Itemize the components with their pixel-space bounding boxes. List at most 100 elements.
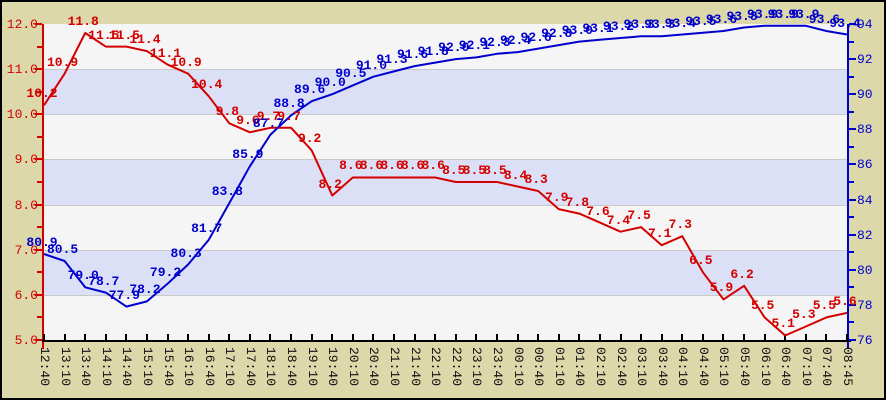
y-axis-right-label: 76 (857, 333, 873, 348)
red-series-point-label: 7.9 (545, 190, 569, 206)
y-axis-left-tick (35, 203, 42, 206)
blue-series-point-label: 93.4 (829, 15, 861, 31)
blue-series-point-label: 93.3 (623, 17, 655, 33)
x-axis-tick (701, 334, 704, 340)
red-series-point-label: 11.4 (129, 32, 161, 48)
gridline (44, 204, 847, 206)
blue-series-point-label: 93.6 (808, 12, 841, 28)
red-series-point-label: 7.4 (606, 212, 631, 228)
y-axis-right-line (847, 24, 849, 349)
blue-series-point-label: 93.3 (644, 17, 676, 33)
blue-series-point-label: 91.3 (376, 52, 408, 68)
y-axis-right-tick (849, 145, 854, 148)
blue-series-point-label: 93.2 (602, 19, 635, 35)
red-series-point-label: 5.9 (709, 280, 734, 296)
x-axis-tick (598, 334, 601, 340)
y-axis-right-label: 92 (857, 52, 873, 68)
red-series-point-label: 9.2 (297, 131, 322, 147)
red-series-point-label: 10.2 (26, 86, 58, 102)
x-axis-tick (640, 334, 643, 340)
y-axis-right-tick (849, 216, 854, 219)
red-series-point-label: 8.6 (400, 158, 425, 174)
x-axis-tick (393, 334, 396, 340)
y-axis-right-tick (849, 339, 856, 341)
red-series-point-label: 5.3 (792, 307, 816, 323)
y-axis-right-tick (849, 110, 854, 113)
y-axis-right-tick (849, 93, 856, 96)
blue-series-point-label: 90.5 (335, 66, 367, 82)
red-series-point-label: 8.5 (442, 163, 466, 178)
red-series-point-label: 11.8 (67, 14, 99, 30)
blue-series-point-label: 90.0 (314, 75, 346, 91)
plot-band (44, 114, 847, 160)
blue-series-point-label: 78.2 (129, 282, 161, 298)
red-series-point-label: 8.6 (421, 158, 445, 174)
y-axis-right-label: 82 (857, 227, 873, 243)
y-axis-right-tick (849, 251, 854, 254)
y-axis-left-tick (35, 339, 42, 341)
y-axis-right-label: 80 (857, 262, 873, 278)
x-axis-tick (310, 334, 313, 340)
y-axis-left-tick (37, 316, 42, 319)
blue-series-point-label: 93.9 (767, 6, 799, 22)
red-series-point-label: 9.7 (256, 108, 281, 124)
x-axis-tick (104, 334, 107, 340)
x-axis-tick (207, 334, 210, 340)
y-axis-right-tick (849, 268, 856, 271)
red-series-point-label: 10.4 (191, 77, 223, 93)
x-axis-tick (269, 334, 272, 340)
red-series-point-label: 5.5 (750, 298, 775, 314)
plot-band (44, 204, 847, 250)
blue-series-point-label: 93.5 (685, 13, 717, 29)
y-axis-left-tick (35, 248, 42, 251)
x-axis-tick (743, 334, 746, 340)
blue-series-point-label: 92.8 (541, 26, 573, 42)
blue-series-point-label: 79.0 (67, 268, 99, 284)
y-axis-right-label: 90 (857, 87, 873, 103)
blue-series-point-label: 93.9 (788, 6, 820, 22)
blue-series-point-label: 93.6 (705, 12, 738, 28)
blue-series-point-label: 89.6 (294, 82, 326, 98)
y-axis-left-tick (37, 45, 42, 48)
red-series-point-label: 5.6 (833, 293, 857, 309)
blue-series-point-label: 93.4 (664, 15, 696, 31)
red-series-point-label: 8.6 (380, 158, 404, 174)
blue-series-point-label: 91.8 (417, 43, 449, 59)
y-axis-right-tick (849, 286, 854, 289)
y-axis-left-tick (35, 158, 42, 161)
y-axis-right-label: 78 (857, 297, 873, 313)
red-series-point-label: 8.6 (339, 158, 363, 174)
blue-series-point-label: 77.9 (108, 287, 140, 303)
x-axis-tick (825, 334, 828, 340)
blue-series-point-label: 93.8 (726, 8, 758, 24)
x-axis-tick (84, 334, 87, 340)
x-axis-tick (63, 334, 66, 340)
x-axis-tick (125, 334, 128, 340)
x-axis-tick (619, 334, 622, 340)
plot-band (44, 69, 847, 115)
y-axis-left-label: 9.0 (14, 152, 38, 168)
y-axis-right-tick (849, 303, 856, 306)
x-axis-line (42, 340, 851, 342)
y-axis-left-label: 10.0 (6, 107, 38, 123)
x-axis-tick (475, 334, 478, 340)
y-axis-right-label: 94 (857, 17, 873, 32)
x-axis-tick (145, 334, 148, 340)
y-axis-right-label: 88 (857, 122, 873, 138)
red-series-polyline (43, 32, 848, 337)
y-axis-left-tick (37, 135, 42, 138)
y-axis-right-tick (849, 233, 856, 236)
y-axis-right-tick (849, 181, 854, 183)
x-axis-tick (495, 334, 498, 340)
red-series-point-label: 6.5 (689, 253, 713, 269)
red-series-point-label: 7.3 (668, 217, 692, 233)
x-axis-tick (660, 334, 663, 340)
y-axis-left-tick (35, 68, 42, 71)
red-series-point-label: 5.5 (812, 298, 837, 314)
blue-series-point-label: 92.3 (479, 34, 511, 50)
red-series-point-label: 9.8 (215, 104, 239, 120)
x-axis-tick (578, 334, 581, 340)
red-series-point-label: 6.2 (730, 266, 754, 282)
